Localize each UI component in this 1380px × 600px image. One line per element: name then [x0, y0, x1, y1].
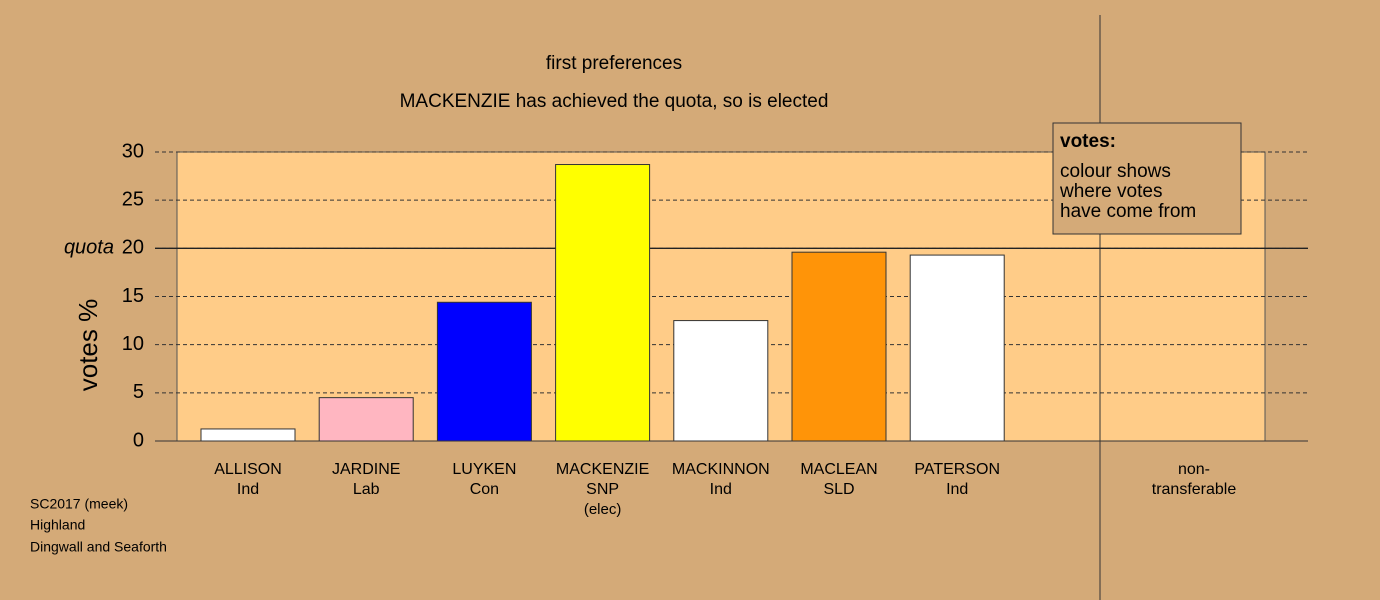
x-tick-label: JARDINE: [332, 461, 400, 478]
y-tick-label: 10: [122, 333, 144, 355]
bar: [673, 320, 769, 442]
x-tick-label: ALLISON: [214, 461, 282, 478]
bar: [318, 397, 414, 442]
footer-text: SC2017 (meek): [30, 496, 128, 512]
footer-text: Highland: [30, 517, 85, 533]
chart-title: first preferences: [546, 53, 682, 74]
footer-text: Dingwall and Seaforth: [30, 539, 167, 555]
x-tick-label: transferable: [1152, 481, 1237, 498]
y-tick-label: 20: [122, 237, 144, 259]
y-tick-label: 0: [133, 429, 144, 451]
x-tick-label: Ind: [946, 481, 968, 498]
x-tick-label: MACLEAN: [800, 461, 877, 478]
bar: [909, 254, 1005, 442]
x-tick-label: Ind: [710, 481, 732, 498]
x-tick-label: LUYKEN: [452, 461, 516, 478]
bar: [436, 301, 532, 442]
y-tick-label: 25: [122, 188, 144, 210]
y-tick-label: 15: [122, 285, 144, 307]
legend-box: [1052, 122, 1242, 235]
x-tick-label: Ind: [237, 481, 259, 498]
x-tick-label: SNP: [586, 481, 619, 498]
x-tick-label: non-: [1178, 461, 1210, 478]
legend-title: votes:: [1060, 131, 1116, 152]
x-tick-label: Lab: [353, 481, 380, 498]
quota-label: quota: [64, 237, 114, 259]
x-tick-label: MACKINNON: [672, 461, 770, 478]
y-tick-label: 5: [133, 381, 144, 403]
y-tick-label: 30: [122, 140, 144, 162]
x-tick-label: PATERSON: [914, 461, 1000, 478]
bar: [200, 428, 296, 442]
legend-text: where votes: [1059, 181, 1162, 202]
x-tick-label: Con: [470, 481, 499, 498]
legend-text: colour shows: [1060, 161, 1171, 182]
chart-subtitle: MACKENZIE has achieved the quota, so is …: [400, 91, 829, 112]
y-axis-label: votes %: [73, 299, 103, 392]
x-tick-label: MACKENZIE: [556, 461, 649, 478]
x-tick-label: (elec): [584, 501, 622, 518]
bar: [791, 251, 887, 442]
x-tick-label: SLD: [823, 481, 854, 498]
legend-text: have come from: [1060, 201, 1196, 222]
bar: [555, 164, 651, 442]
